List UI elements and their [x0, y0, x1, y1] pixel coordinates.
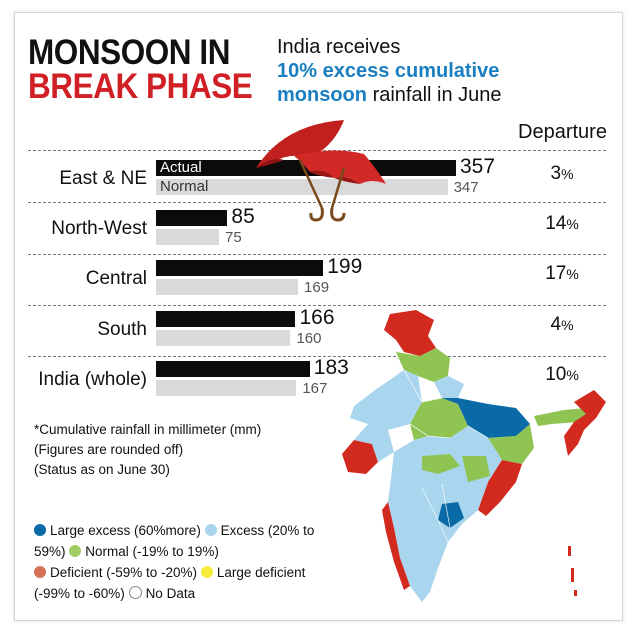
footnotes: *Cumulative rainfall in millimeter (mm) … — [34, 420, 261, 480]
actual-value-label: 166 — [299, 306, 335, 329]
legend-large-deficient: Large deficient (-99% to -60%) — [34, 565, 306, 601]
series-label-normal: Normal — [160, 178, 209, 195]
departure-value: 3% — [550, 163, 574, 184]
legend-swatch-normal — [69, 545, 82, 557]
category-label: East & NE — [59, 168, 147, 189]
legend-swatch-large-deficient — [200, 566, 213, 578]
subhead-post: rainfall in June — [372, 84, 502, 106]
normal-bar — [156, 330, 291, 346]
normal-bar — [156, 279, 299, 295]
legend-swatch-deficient — [34, 566, 46, 578]
row-divider — [28, 356, 606, 357]
map-legend: Large excess (60%more) Excess (20% to 59… — [34, 520, 324, 604]
departure-value: 17% — [545, 263, 579, 284]
departure-value: 14% — [545, 213, 579, 234]
legend-normal: Normal (-19% to 19%) — [69, 544, 219, 559]
actual-bar — [156, 311, 296, 327]
actual-value-label: 357 — [460, 155, 496, 178]
footnote-units: *Cumulative rainfall in millimeter (mm) — [34, 422, 262, 437]
legend-swatch-large-excess — [34, 524, 46, 536]
actual-value-label: 85 — [231, 205, 255, 228]
departure-value: 10% — [545, 364, 579, 385]
actual-value-label: 183 — [313, 356, 349, 379]
normal-bar — [156, 229, 220, 245]
actual-bar — [156, 361, 310, 377]
subhead-pre: India receives — [277, 36, 401, 58]
normal-value-label: 160 — [296, 330, 322, 347]
footnote-rounding: (Figures are rounded off) — [34, 442, 184, 457]
category-label: North-West — [51, 218, 147, 239]
actual-bar — [156, 260, 324, 276]
series-label-actual: Actual — [160, 159, 202, 176]
subhead-highlight1: 10% excess cumulative — [277, 60, 500, 82]
row-divider — [28, 202, 606, 203]
headline: MONSOON IN BREAK PHASE — [28, 33, 253, 106]
normal-bar — [156, 179, 448, 195]
footnote-status: (Status as on June 30) — [34, 462, 170, 477]
legend-large-excess: Large excess (60%more) — [34, 523, 201, 538]
legend-no-data: No Data — [128, 586, 195, 601]
category-label: Central — [85, 268, 147, 289]
category-label: South — [97, 319, 147, 340]
actual-value-label: 199 — [327, 255, 363, 278]
normal-bar — [156, 380, 297, 396]
legend-deficient: Deficient (-59% to -20%) — [34, 565, 197, 580]
subheadline: India receives 10% excess cumulative mon… — [277, 35, 502, 107]
row-divider — [28, 254, 606, 255]
normal-value-label: 169 — [304, 279, 330, 296]
headline-line2: BREAK PHASE — [28, 67, 253, 106]
umbrella-icon — [256, 120, 386, 222]
actual-bar — [156, 210, 228, 226]
legend-excess: Excess (20% to 59%) — [34, 523, 315, 559]
category-label: India (whole) — [38, 369, 147, 390]
legend-swatch-no-data — [128, 586, 142, 599]
normal-value-label: 167 — [302, 380, 328, 397]
legend-swatch-excess — [204, 524, 217, 536]
departure-value: 4% — [550, 314, 574, 335]
normal-value-label: 347 — [453, 179, 479, 196]
row-divider — [28, 305, 606, 306]
departure-header: Departure — [518, 121, 607, 143]
normal-value-label: 75 — [225, 229, 242, 246]
infographic-card — [14, 12, 623, 621]
india-rainfall-map-icon — [342, 310, 606, 602]
actual-bar — [156, 160, 456, 176]
subhead-highlight2: monsoon — [277, 84, 367, 106]
headline-line1: MONSOON IN — [28, 33, 231, 72]
